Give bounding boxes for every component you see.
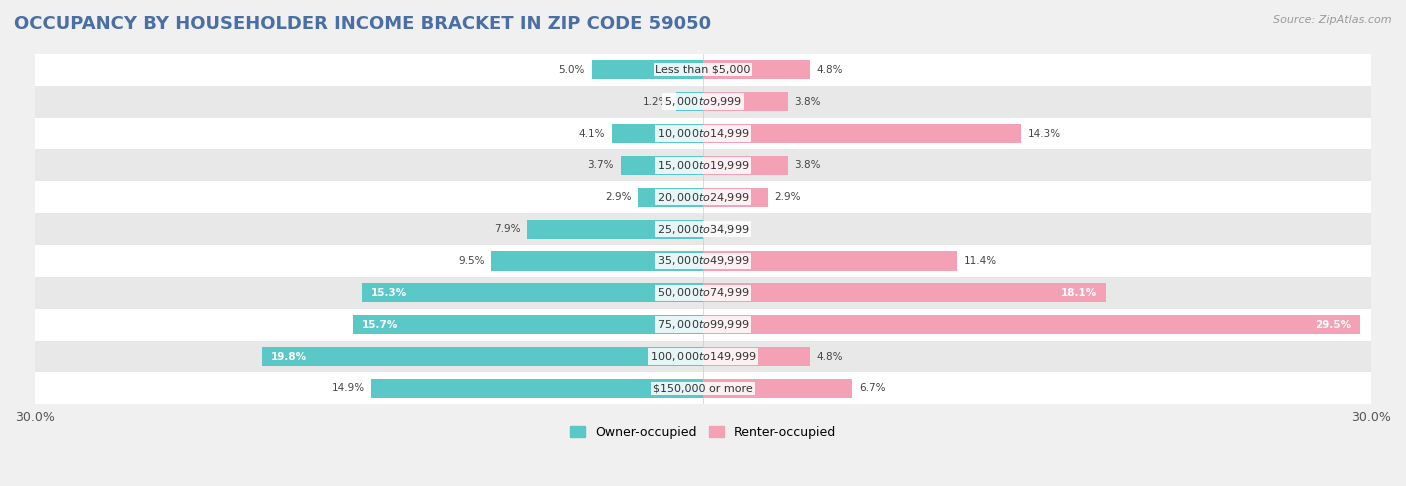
Bar — [35, 54, 1371, 86]
Text: 2.9%: 2.9% — [775, 192, 801, 202]
Text: 15.7%: 15.7% — [363, 320, 399, 330]
Text: Source: ZipAtlas.com: Source: ZipAtlas.com — [1274, 15, 1392, 25]
Text: $150,000 or more: $150,000 or more — [654, 383, 752, 393]
Bar — [703, 251, 957, 271]
Text: $75,000 to $99,999: $75,000 to $99,999 — [657, 318, 749, 331]
Bar — [703, 347, 810, 366]
Text: 4.8%: 4.8% — [817, 65, 844, 75]
Bar — [35, 372, 1371, 404]
Text: $100,000 to $149,999: $100,000 to $149,999 — [650, 350, 756, 363]
Bar — [35, 277, 1371, 309]
Bar — [703, 283, 1107, 302]
Text: 4.8%: 4.8% — [817, 351, 844, 362]
Bar — [703, 379, 852, 398]
Bar — [703, 188, 768, 207]
Text: 7.9%: 7.9% — [494, 224, 520, 234]
Bar — [35, 86, 1371, 118]
Text: $15,000 to $19,999: $15,000 to $19,999 — [657, 159, 749, 172]
Bar — [638, 188, 703, 207]
Bar — [676, 92, 703, 111]
Text: 4.1%: 4.1% — [578, 128, 605, 139]
Text: $50,000 to $74,999: $50,000 to $74,999 — [657, 286, 749, 299]
Bar — [35, 118, 1371, 150]
Text: 14.3%: 14.3% — [1028, 128, 1062, 139]
Text: 18.1%: 18.1% — [1062, 288, 1097, 298]
Text: $35,000 to $49,999: $35,000 to $49,999 — [657, 255, 749, 267]
Text: $5,000 to $9,999: $5,000 to $9,999 — [664, 95, 742, 108]
Text: 3.7%: 3.7% — [588, 160, 614, 171]
Bar — [363, 283, 703, 302]
Bar — [35, 309, 1371, 341]
Text: 2.9%: 2.9% — [605, 192, 631, 202]
Text: 6.7%: 6.7% — [859, 383, 886, 393]
Text: 29.5%: 29.5% — [1315, 320, 1351, 330]
Legend: Owner-occupied, Renter-occupied: Owner-occupied, Renter-occupied — [565, 420, 841, 444]
Bar — [35, 150, 1371, 181]
Bar — [703, 60, 810, 79]
Text: $10,000 to $14,999: $10,000 to $14,999 — [657, 127, 749, 140]
Text: 14.9%: 14.9% — [332, 383, 364, 393]
Bar — [703, 156, 787, 175]
Text: 9.5%: 9.5% — [458, 256, 485, 266]
Text: $20,000 to $24,999: $20,000 to $24,999 — [657, 191, 749, 204]
Bar — [703, 92, 787, 111]
Bar — [612, 124, 703, 143]
Text: 15.3%: 15.3% — [371, 288, 408, 298]
Text: 3.8%: 3.8% — [794, 160, 821, 171]
Bar — [353, 315, 703, 334]
Text: 1.2%: 1.2% — [643, 97, 669, 106]
Bar — [35, 181, 1371, 213]
Bar — [492, 251, 703, 271]
Bar — [620, 156, 703, 175]
Bar — [371, 379, 703, 398]
Bar — [35, 245, 1371, 277]
Bar — [592, 60, 703, 79]
Text: 11.4%: 11.4% — [963, 256, 997, 266]
Bar — [527, 220, 703, 239]
Text: 3.8%: 3.8% — [794, 97, 821, 106]
Text: $25,000 to $34,999: $25,000 to $34,999 — [657, 223, 749, 236]
Bar — [35, 341, 1371, 372]
Bar — [703, 315, 1360, 334]
Text: OCCUPANCY BY HOUSEHOLDER INCOME BRACKET IN ZIP CODE 59050: OCCUPANCY BY HOUSEHOLDER INCOME BRACKET … — [14, 15, 711, 33]
Text: 0.0%: 0.0% — [710, 224, 735, 234]
Text: 19.8%: 19.8% — [271, 351, 307, 362]
Bar — [703, 124, 1021, 143]
Bar — [35, 213, 1371, 245]
Bar — [262, 347, 703, 366]
Text: 5.0%: 5.0% — [558, 65, 585, 75]
Text: Less than $5,000: Less than $5,000 — [655, 65, 751, 75]
